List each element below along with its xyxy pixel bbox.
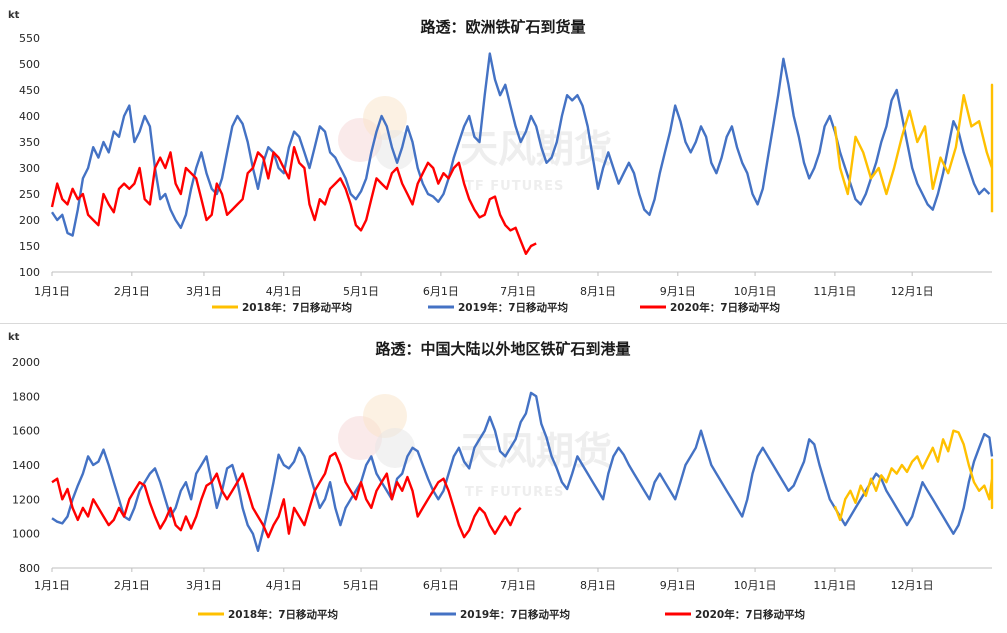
y-tick-label: 300	[19, 162, 40, 175]
y-tick-label: 150	[19, 240, 40, 253]
y-tick-label: 350	[19, 136, 40, 149]
y-axis-ticks: 550 500 450 400 350 300 250 200 150 100	[19, 32, 992, 279]
series-lines	[51, 391, 994, 553]
y-tick-label: 1800	[12, 390, 40, 403]
legend-label: 2018年：7日移动平均	[228, 608, 338, 621]
x-tick-label: 9月1日	[660, 579, 696, 592]
y-tick-label: 450	[19, 84, 40, 97]
y-tick-label: 500	[19, 58, 40, 71]
x-tick-label: 7月1日	[500, 579, 536, 592]
x-tick-label: 5月1日	[343, 579, 379, 592]
series-line-2020	[51, 451, 522, 539]
x-tick-label: 1月1日	[34, 285, 70, 298]
series-line-2020	[50, 145, 537, 256]
x-tick-label: 4月1日	[266, 285, 302, 298]
x-tick-label: 2月1日	[114, 579, 150, 592]
y-tick-label: 200	[19, 214, 40, 227]
x-tick-label: 8月1日	[580, 579, 616, 592]
x-tick-label: 1月1日	[34, 579, 70, 592]
series-line-2019	[51, 52, 991, 237]
chart-europe-arrivals: 天风期货 TF FUTURES kt 路透：欧洲铁矿石到货量 550 500 450…	[8, 10, 994, 314]
y-tick-label: 2000	[12, 356, 40, 369]
x-tick-label: 3月1日	[186, 285, 222, 298]
chart-china-port-arrivals: 天风期货 TF FUTURES kt 路透：中国大陆以外地区铁矿石到港量 200…	[0, 326, 1007, 629]
x-tick-label: 12月1日	[891, 285, 934, 298]
x-tick-label: 11月1日	[813, 285, 856, 298]
legend-label: 2020年：7日移动平均	[695, 608, 805, 621]
legend-label: 2019年：7日移动平均	[460, 608, 570, 621]
watermark-en: TF FUTURES	[465, 485, 564, 500]
y-tick-label: 550	[19, 32, 40, 45]
watermark-en: TF FUTURES	[465, 179, 564, 194]
x-tick-label: 10月1日	[734, 579, 777, 592]
y-tick-label: 800	[19, 562, 40, 575]
series-lines	[50, 52, 994, 256]
watermark-cn: 天风期货	[460, 429, 612, 473]
x-tick-label: 3月1日	[186, 579, 222, 592]
x-tick-label: 4月1日	[266, 579, 302, 592]
x-tick-label: 10月1日	[734, 285, 777, 298]
series-line-2018	[833, 429, 994, 522]
x-tick-label: 12月1日	[891, 579, 934, 592]
y-tick-label: 400	[19, 110, 40, 123]
watermark-cn: 天风期货	[460, 127, 612, 171]
chart-europe-svg: 天风期货 TF FUTURES kt 路透：欧洲铁矿石到货量 550 500 450…	[8, 10, 994, 314]
y-tick-label: 1000	[12, 528, 40, 541]
x-axis-ticks: 1月1日 2月1日 3月1日 4月1日 5月1日 6月1日 7月1日 8月1日 9月1日 10月1…	[34, 272, 934, 298]
y-unit-label: kt	[8, 10, 20, 21]
legend: 2018年：7日移动平均 2019年：7日移动平均 2020年：7日移动平均	[212, 301, 780, 314]
x-axis-ticks: 1月1日 2月1日 3月1日 4月1日 5月1日 6月1日 7月1日 8月1日 9月1日 10月1…	[34, 568, 934, 592]
y-tick-label: 1200	[12, 493, 40, 506]
series-line-2018	[833, 83, 994, 213]
watermark: 天风期货 TF FUTURES	[338, 394, 612, 500]
x-tick-label: 6月1日	[423, 579, 459, 592]
x-tick-label: 9月1日	[660, 285, 696, 298]
legend-label: 2020年：7日移动平均	[670, 301, 780, 314]
chart-title: 路透：欧洲铁矿石到货量	[420, 18, 585, 36]
x-tick-label: 7月1日	[500, 285, 536, 298]
chart-china-svg: 天风期货 TF FUTURES kt 路透：中国大陆以外地区铁矿石到港量 200…	[8, 332, 994, 621]
y-unit-label: kt	[8, 332, 20, 343]
legend-label: 2018年：7日移动平均	[242, 301, 352, 314]
chart-title: 路透：中国大陆以外地区铁矿石到港量	[375, 340, 630, 358]
y-tick-label: 1400	[12, 459, 40, 472]
y-tick-label: 250	[19, 188, 40, 201]
x-tick-label: 2月1日	[114, 285, 150, 298]
x-tick-label: 6月1日	[423, 285, 459, 298]
panel-divider	[0, 323, 1007, 324]
x-tick-label: 8月1日	[580, 285, 616, 298]
legend-label: 2019年：7日移动平均	[458, 301, 568, 314]
x-tick-label: 11月1日	[813, 579, 856, 592]
legend: 2018年：7日移动平均 2019年：7日移动平均 2020年：7日移动平均	[198, 608, 805, 621]
y-tick-label: 1600	[12, 425, 40, 438]
y-tick-label: 100	[19, 266, 40, 279]
x-tick-label: 5月1日	[343, 285, 379, 298]
watermark: 天风期货 TF FUTURES	[338, 96, 612, 194]
